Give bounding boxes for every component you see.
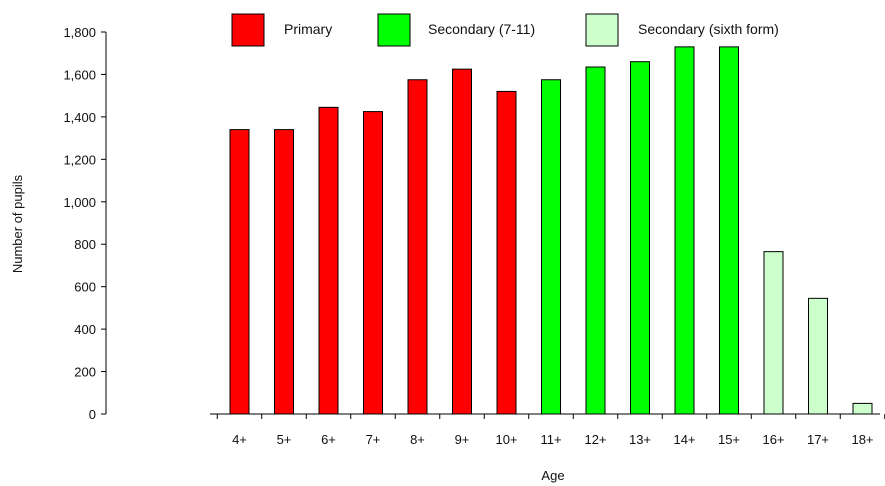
bar [541, 79, 561, 415]
x-tick-label: 10+ [495, 432, 517, 447]
y-tick-label: 1,600 [63, 67, 96, 82]
bar [318, 106, 339, 415]
y-tick-label: 1,400 [63, 110, 96, 125]
bar [852, 402, 873, 415]
x-axis: 4+ 5+ 6+ 7+ 8+ 9+ 10+ 11+ 12+ 13+ 14+ 15+ 16+ 17+ 18+ [210, 413, 885, 447]
x-tick-label: 13+ [629, 432, 651, 447]
x-tick-label: 7+ [366, 432, 381, 447]
bar [719, 46, 739, 415]
legend-label: Secondary (sixth form) [638, 21, 779, 37]
bar [363, 111, 383, 415]
legend-swatch [585, 13, 619, 47]
y-tick-label: 0 [89, 407, 96, 422]
x-tick-label: 12+ [584, 432, 606, 447]
x-tick-label: 17+ [807, 432, 829, 447]
y-axis: 0 200 400 600 800 1,000 1,200 1,400 1,600 1,800 [63, 25, 107, 422]
bar [274, 129, 294, 415]
bar [229, 129, 250, 415]
x-tick-label: 14+ [673, 432, 695, 447]
bars [229, 46, 873, 415]
y-tick-label: 200 [74, 365, 96, 380]
x-tick-label: 6+ [321, 432, 336, 447]
legend: Primary Secondary (7-11) Secondary (sixth … [231, 13, 779, 47]
y-tick-label: 600 [74, 280, 96, 295]
y-tick-label: 1,200 [63, 152, 96, 167]
x-tick-label: 4+ [232, 432, 247, 447]
bar [674, 46, 695, 415]
x-tick-label: 8+ [410, 432, 425, 447]
y-tick-label: 1,800 [63, 25, 96, 40]
bar [452, 68, 472, 415]
bar [808, 297, 828, 415]
x-tick-label: 11+ [540, 432, 561, 447]
x-tick-label: 15+ [718, 432, 740, 447]
bar [630, 61, 650, 415]
legend-swatch [377, 13, 411, 47]
legend-swatch [231, 13, 265, 47]
x-tick-label: 18+ [851, 432, 873, 447]
bar [496, 90, 517, 415]
bar [407, 79, 428, 415]
x-tick-label: 9+ [455, 432, 470, 447]
x-tick-label: 16+ [762, 432, 784, 447]
y-tick-label: 1,000 [63, 195, 96, 210]
y-axis-title: Number of pupils [10, 174, 25, 273]
legend-label: Secondary (7-11) [428, 21, 535, 37]
bar [585, 66, 606, 415]
x-axis-title: Age [541, 468, 564, 483]
x-tick-label: 5+ [277, 432, 292, 447]
y-tick-label: 400 [74, 322, 96, 337]
bar [763, 251, 784, 415]
legend-label: Primary [284, 21, 332, 37]
y-tick-label: 800 [74, 237, 96, 252]
